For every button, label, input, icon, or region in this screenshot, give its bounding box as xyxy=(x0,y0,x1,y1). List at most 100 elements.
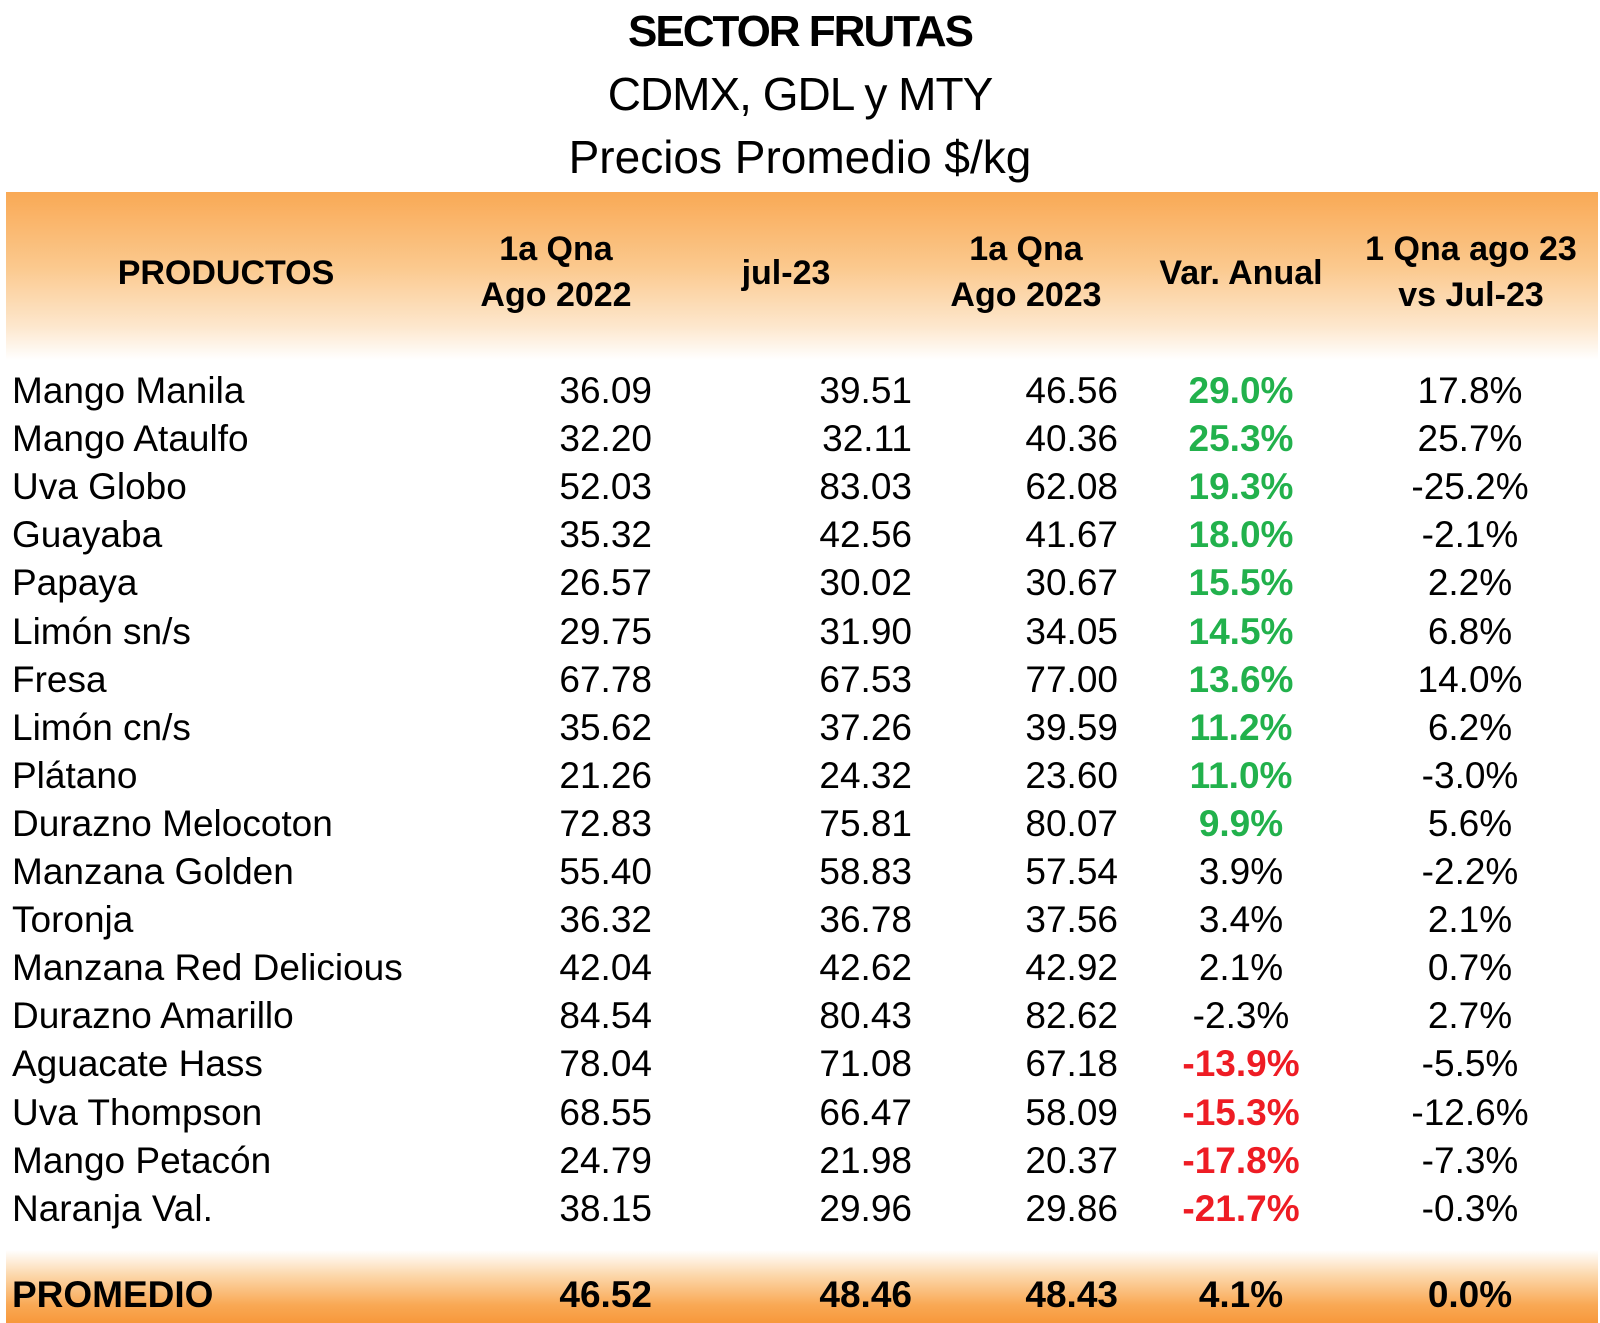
cell-ago-2022: 21.26 xyxy=(559,754,652,796)
cell-jul-23: 42.62 xyxy=(819,947,912,989)
cell-ago-2023: 58.09 xyxy=(1025,1091,1118,1133)
promedio-jul23: 48.46 xyxy=(819,1274,912,1315)
cell-qna-vs-jul: -7.3% xyxy=(1421,1139,1519,1181)
cell-ago-2023: 37.56 xyxy=(1025,899,1118,941)
cell-qna-vs-jul: -0.3% xyxy=(1421,1187,1519,1229)
cell-ago-2022: 36.09 xyxy=(559,370,652,411)
cell-ago-2022: 55.40 xyxy=(559,851,652,892)
cell-ago-2023: 40.36 xyxy=(1025,418,1118,460)
cell-jul-23: 42.56 xyxy=(819,514,912,556)
cell-ago-2023: 34.05 xyxy=(1025,610,1118,652)
table-row: Mango Manila 36.09 39.51 46.56 29.0% 17.8% xyxy=(0,366,1600,415)
cell-ago-2023: 23.60 xyxy=(1025,754,1118,796)
cell-ago-2022: 67.78 xyxy=(559,658,652,700)
cell-var-anual: 19.3% xyxy=(1188,466,1294,508)
header-qna-vs-jul-line2: vs Jul-23 xyxy=(1398,276,1544,314)
cell-ago-2023: 67.18 xyxy=(1025,1043,1118,1085)
cell-qna-vs-jul: 0.7% xyxy=(1427,947,1513,989)
promedio-var-anual: 4.1% xyxy=(1198,1274,1284,1315)
cell-qna-vs-jul: 5.6% xyxy=(1427,802,1513,844)
cell-jul-23: 75.81 xyxy=(819,802,912,844)
footer-band xyxy=(6,1250,1598,1323)
cell-producto: Naranja Val. xyxy=(12,1187,213,1229)
cell-ago-2022: 52.03 xyxy=(559,466,652,508)
cell-jul-23: 39.51 xyxy=(819,370,912,411)
cell-jul-23: 21.98 xyxy=(819,1139,912,1181)
cell-jul-23: 58.83 xyxy=(819,851,912,892)
cell-producto: Manzana Golden xyxy=(12,851,294,892)
table-header: PRODUCTOS 1a Qna Ago 2022 jul-23 1a Qna … xyxy=(6,192,1598,360)
cell-producto: Toronja xyxy=(12,899,134,941)
cell-var-anual: -2.3% xyxy=(1192,995,1290,1037)
cell-qna-vs-jul: 6.2% xyxy=(1427,706,1513,748)
cell-producto: Durazno Amarillo xyxy=(12,995,294,1037)
header-ago-2023: 1a Qna Ago 2023 xyxy=(916,226,1136,318)
cell-producto: Mango Ataulfo xyxy=(12,418,249,460)
cell-ago-2023: 20.37 xyxy=(1025,1139,1118,1181)
cell-var-anual: 25.3% xyxy=(1188,418,1294,460)
cell-producto: Uva Globo xyxy=(12,466,187,508)
table-row: Toronja 36.32 36.78 37.56 3.4% 2.1% xyxy=(0,895,1600,944)
table-row: Plátano 21.26 24.32 23.60 11.0% -3.0% xyxy=(0,751,1600,800)
cell-ago-2022: 84.54 xyxy=(559,995,652,1037)
cell-qna-vs-jul: -12.6% xyxy=(1411,1091,1529,1133)
cell-jul-23: 83.03 xyxy=(819,466,912,508)
cell-qna-vs-jul: 14.0% xyxy=(1417,658,1523,700)
cell-var-anual: 13.6% xyxy=(1188,658,1294,700)
cell-ago-2023: 42.92 xyxy=(1025,947,1118,989)
cell-ago-2023: 29.86 xyxy=(1025,1187,1118,1229)
cell-ago-2022: 78.04 xyxy=(559,1043,652,1085)
cell-var-anual: -21.7% xyxy=(1182,1187,1300,1229)
table-row: Manzana Golden 55.40 58.83 57.54 3.9% -2.2% xyxy=(0,847,1600,896)
cell-ago-2023: 39.59 xyxy=(1025,706,1118,748)
page-title: SECTOR FRUTAS xyxy=(628,7,974,56)
cell-jul-23: 32.11 xyxy=(822,418,912,460)
cell-var-anual: 11.2% xyxy=(1189,706,1293,748)
cell-ago-2023: 62.08 xyxy=(1025,466,1118,508)
cell-ago-2023: 77.00 xyxy=(1025,658,1118,700)
cell-producto: Limón sn/s xyxy=(12,610,191,652)
table-row: Limón sn/s 29.75 31.90 34.05 14.5% 6.8% xyxy=(0,607,1600,656)
table-row: Limón cn/s 35.62 37.26 39.59 11.2% 6.2% xyxy=(0,703,1600,752)
cell-producto: Mango Petacón xyxy=(12,1139,272,1181)
table-row: Aguacate Hass 78.04 71.08 67.18 -13.9% -5.5% xyxy=(0,1039,1600,1088)
cell-ago-2023: 30.67 xyxy=(1025,562,1118,604)
cell-qna-vs-jul: 2.2% xyxy=(1427,562,1513,604)
cell-var-anual: 3.4% xyxy=(1198,899,1284,941)
cell-ago-2023: 46.56 xyxy=(1025,370,1118,411)
cell-jul-23: 37.26 xyxy=(819,706,912,748)
table-row: Manzana Red Delicious 42.04 42.62 42.92 2.1%… xyxy=(0,943,1600,992)
cell-qna-vs-jul: -2.1% xyxy=(1421,514,1519,556)
cell-qna-vs-jul: 2.1% xyxy=(1427,899,1513,941)
cell-producto: Mango Manila xyxy=(12,370,245,411)
cell-var-anual: -17.8% xyxy=(1182,1139,1300,1181)
cell-var-anual: -15.3% xyxy=(1182,1091,1300,1133)
table-row: Durazno Melocoton 72.83 75.81 80.07 9.9% 5.6% xyxy=(0,799,1600,848)
cell-jul-23: 31.90 xyxy=(819,610,912,652)
cell-ago-2023: 57.54 xyxy=(1025,851,1118,892)
cell-qna-vs-jul: 17.8% xyxy=(1417,370,1523,411)
cell-jul-23: 71.08 xyxy=(819,1043,912,1085)
header-ago-2022-line1: 1a Qna xyxy=(499,230,613,268)
cell-qna-vs-jul: 25.7% xyxy=(1417,418,1523,460)
cell-ago-2023: 80.07 xyxy=(1025,802,1118,844)
cell-ago-2022: 29.75 xyxy=(559,610,652,652)
cell-ago-2022: 35.62 xyxy=(559,706,652,748)
cell-ago-2022: 38.15 xyxy=(559,1187,652,1229)
promedio-ago23: 48.43 xyxy=(1025,1274,1118,1315)
header-ago-2023-line1: 1a Qna xyxy=(969,230,1083,268)
cell-producto: Durazno Melocoton xyxy=(12,802,333,844)
cell-ago-2022: 68.55 xyxy=(559,1091,652,1133)
promedio-label: PROMEDIO xyxy=(12,1274,214,1315)
table-row: Guayaba 35.32 42.56 41.67 18.0% -2.1% xyxy=(0,510,1600,559)
cell-var-anual: 9.9% xyxy=(1198,802,1284,844)
cell-var-anual: 14.5% xyxy=(1188,610,1294,652)
cell-producto: Limón cn/s xyxy=(12,706,191,748)
cell-producto: Papaya xyxy=(12,562,138,604)
cell-qna-vs-jul: 2.7% xyxy=(1427,995,1513,1037)
table-row: Durazno Amarillo 84.54 80.43 82.62 -2.3% 2.7% xyxy=(0,991,1600,1040)
header-qna-vs-jul: 1 Qna ago 23 vs Jul-23 xyxy=(1346,226,1596,318)
cell-producto: Guayaba xyxy=(12,514,163,556)
page-subtitle-units: Precios Promedio $/kg xyxy=(568,131,1032,183)
cell-ago-2022: 26.57 xyxy=(559,562,652,604)
